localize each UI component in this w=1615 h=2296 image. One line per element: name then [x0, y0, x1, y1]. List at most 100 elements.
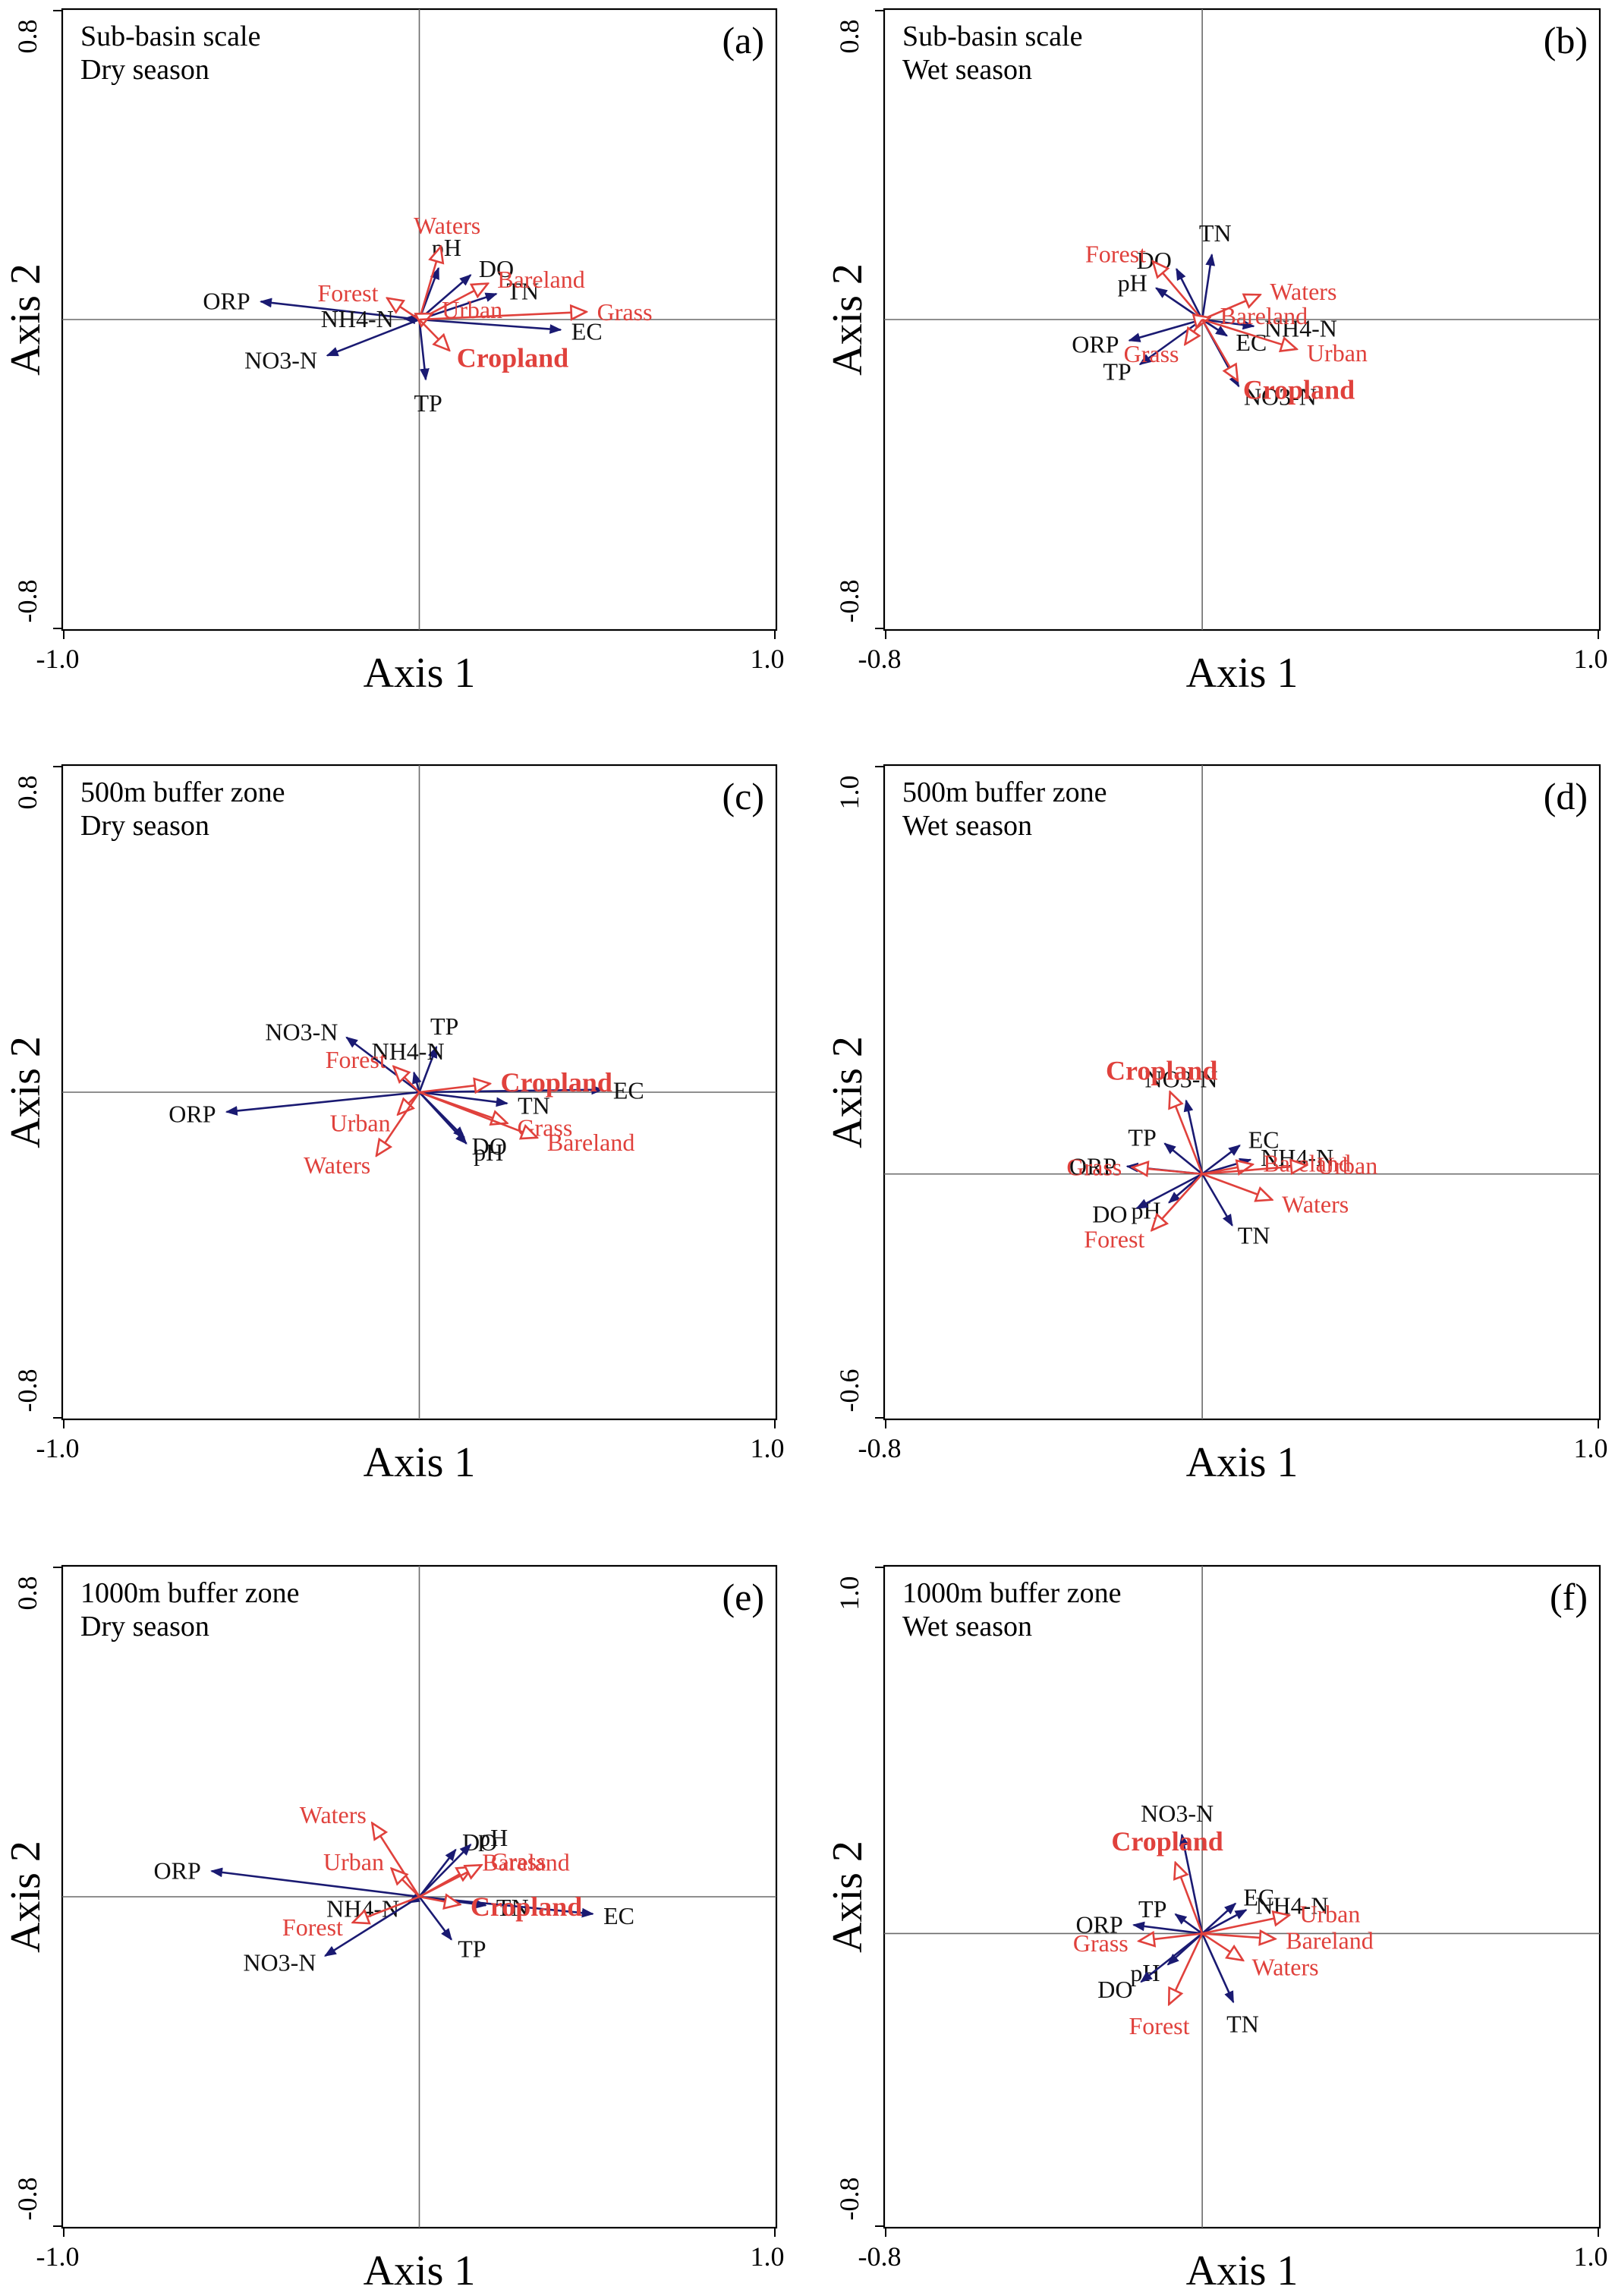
vector-label-tp: TP — [430, 1013, 458, 1040]
panel-scale-label: Sub-basin scale — [902, 20, 1082, 52]
vector-forest — [1153, 261, 1204, 320]
vector-no3-n — [1183, 1099, 1204, 1175]
vector-cropland — [1170, 1092, 1204, 1175]
vector-waters — [418, 247, 441, 320]
y-axis-label: Axis 2 — [2, 263, 49, 376]
panel-season-label: Dry season — [80, 810, 209, 842]
vector-label-grass: Grass — [491, 1847, 546, 1875]
vector-cropland — [418, 319, 450, 351]
vector-label-nh4-n: NH4-N — [321, 305, 394, 332]
x-axis-label: Axis 1 — [1186, 1439, 1299, 1486]
vector-label-no3-n: NO3-N — [243, 1948, 316, 1976]
vector-label-cropland: Cropland — [457, 343, 568, 373]
vector-label-orp: ORP — [154, 1857, 201, 1884]
vector-urban — [392, 1869, 420, 1898]
x-tick-label-max: 1.0 — [751, 1433, 785, 1463]
vector-tp — [1163, 1142, 1203, 1175]
vector-label-ph: pH — [474, 1139, 503, 1166]
vector-label-tn: TN — [506, 278, 539, 305]
panel-scale-label: 500m buffer zone — [80, 776, 285, 808]
vector-forest — [353, 1895, 420, 1923]
vector-label-cropland: Cropland — [501, 1067, 612, 1098]
vector-ph — [418, 1091, 468, 1145]
vector-no3-n — [326, 318, 420, 357]
vector-label-forest: Forest — [1085, 241, 1146, 268]
vector-ec — [1201, 1144, 1241, 1175]
vector-label-orp: ORP — [203, 288, 250, 315]
vector-label-cropland: Cropland — [1111, 1826, 1223, 1857]
panel-d: -0.8 1.0 1.0 -0.6 Axis 1 Axis 2 (d) 500m buffer… — [824, 764, 1608, 1486]
vector-label-orp: ORP — [1069, 1152, 1116, 1179]
vector-label-nh4-n: NH4-N — [1264, 315, 1337, 342]
y-axis-label: Axis 2 — [824, 1036, 871, 1148]
vector-label-tn: TN — [1226, 2010, 1259, 2037]
vector-grass — [1132, 1167, 1203, 1174]
x-tick-label-min: -0.8 — [858, 644, 902, 674]
x-tick-label-min: -0.8 — [858, 2241, 902, 2272]
vector-label-ph: pH — [1118, 269, 1148, 297]
plot-frame — [883, 1564, 1601, 2229]
vector-label-forest: Forest — [282, 1913, 343, 1941]
vector-label-tp: TP — [1103, 357, 1131, 385]
y-tick-label-min: -0.8 — [834, 2178, 864, 2221]
vector-label-tp: TP — [458, 1935, 486, 1963]
x-axis-label: Axis 1 — [364, 650, 476, 697]
vector-do — [418, 1848, 457, 1898]
vector-orp — [225, 1091, 420, 1116]
vector-label-no3-n: NO3-N — [1244, 383, 1317, 410]
vector-label-ec: EC — [1248, 1126, 1280, 1154]
vector-label-orp: ORP — [168, 1100, 216, 1127]
panel-scale-label: 500m buffer zone — [902, 776, 1107, 808]
vector-bareland — [419, 1091, 537, 1138]
vector-label-do: DO — [1097, 1976, 1132, 2003]
vector-grass — [418, 1865, 482, 1898]
vector-label-tp: TP — [1138, 1895, 1166, 1923]
panels: -1.0 1.0 0.8 -0.8 Axis 1 Axis 2 (a) Sub-basin s… — [2, 8, 1608, 2294]
vector-ec — [419, 1085, 604, 1095]
vector-label-ec: EC — [571, 318, 603, 345]
vector-label-bareland: Bareland — [482, 1849, 570, 1876]
x-tick-label-min: -1.0 — [36, 2241, 80, 2272]
panel-season-label: Wet season — [902, 810, 1032, 842]
vector-orp — [1132, 1921, 1203, 1935]
vector-label-orp: ORP — [1072, 331, 1119, 358]
vector-label-grass: Grass — [597, 298, 653, 326]
vector-label-no3-n: NO3-N — [1144, 1066, 1217, 1093]
x-tick-label-max: 1.0 — [1574, 1433, 1608, 1463]
vector-do — [1135, 1173, 1203, 1210]
vector-label-do: DO — [1092, 1201, 1127, 1228]
vector-orp — [260, 298, 420, 321]
vector-urban — [1201, 318, 1296, 349]
vector-label-tn: TN — [518, 1091, 550, 1119]
x-tick-label-min: -0.8 — [858, 1433, 902, 1463]
vector-do — [418, 274, 472, 320]
vector-orp — [1128, 318, 1203, 342]
vector-do — [1140, 1932, 1203, 1983]
y-axis-label: Axis 2 — [2, 1841, 49, 1953]
vector-tp — [418, 1896, 452, 1941]
series-landuse: Waters Bareland Forest Urban Grass Cropland — [318, 212, 653, 373]
vector-label-no3-n: NO3-N — [1141, 1800, 1214, 1827]
vector-label-ec: EC — [1243, 1883, 1274, 1910]
vector-cropland — [419, 1084, 490, 1092]
vector-label-orp: ORP — [1075, 1910, 1122, 1938]
x-axis-label: Axis 1 — [364, 2247, 476, 2294]
vector-label-forest: Forest — [1129, 2012, 1190, 2039]
y-tick-label-max: 1.0 — [834, 1576, 864, 1611]
y-tick-label-min: -0.8 — [12, 580, 42, 623]
y-axis-label: Axis 2 — [824, 263, 871, 376]
x-axis-label: Axis 1 — [1186, 2247, 1299, 2294]
vector-urban — [1201, 1915, 1289, 1935]
vector-urban — [1202, 1165, 1306, 1173]
vector-nh4-n — [412, 1071, 422, 1093]
x-tick-label-max: 1.0 — [1574, 644, 1608, 674]
vector-label-ec: EC — [613, 1076, 644, 1104]
vector-tn — [1201, 253, 1216, 320]
y-tick-label-min: -0.8 — [834, 580, 864, 623]
